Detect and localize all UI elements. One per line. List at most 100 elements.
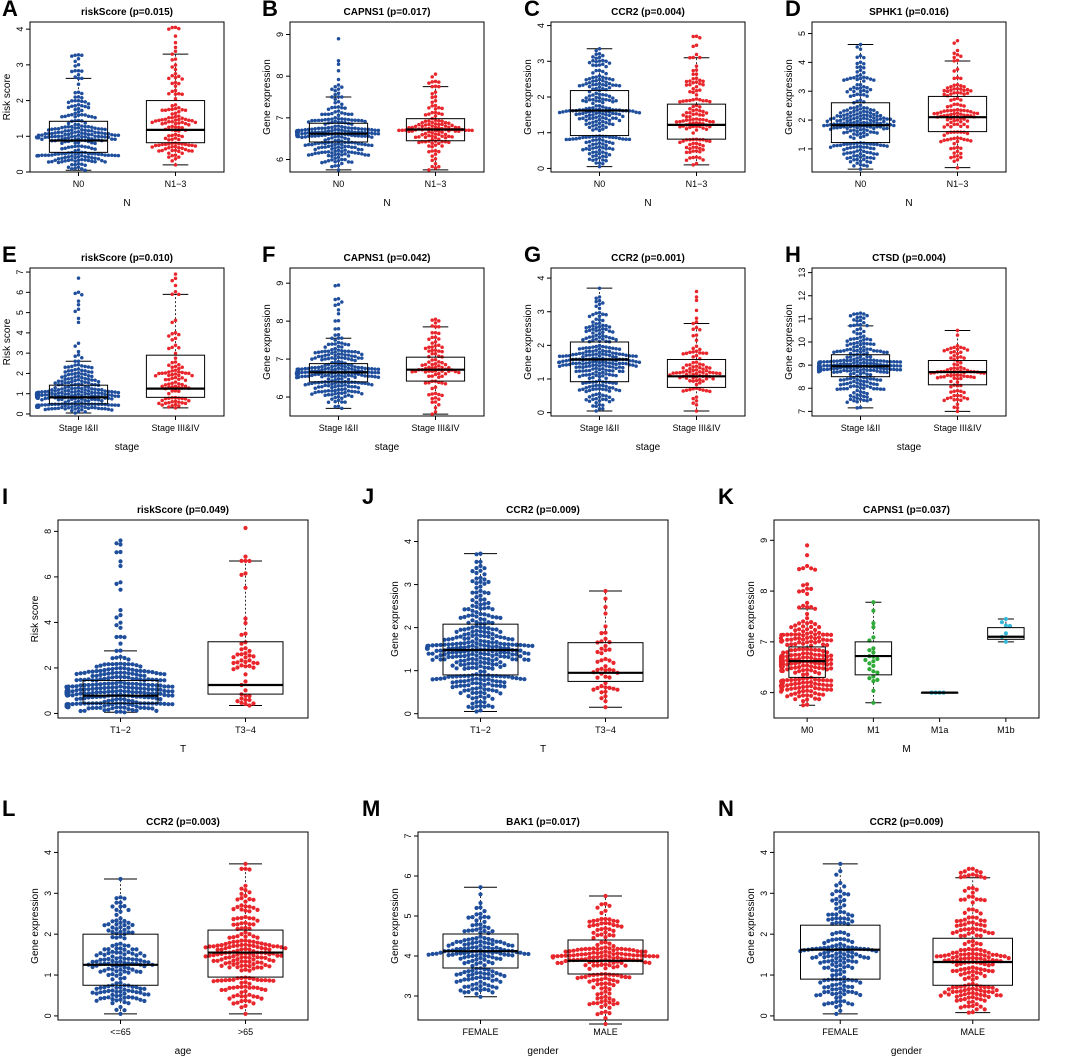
data-point — [691, 396, 695, 401]
data-point — [482, 682, 487, 688]
data-point — [76, 133, 81, 138]
data-point — [591, 375, 595, 380]
data-point — [482, 704, 487, 709]
data-point — [838, 118, 843, 123]
data-point — [581, 351, 585, 355]
data-point — [454, 939, 459, 945]
data-point — [154, 696, 159, 701]
data-point — [126, 988, 131, 993]
y-tick-label: 9 — [797, 363, 807, 368]
data-point — [231, 985, 236, 990]
data-point — [56, 134, 61, 139]
data-point — [122, 666, 127, 671]
data-point — [126, 956, 131, 961]
data-point — [93, 152, 97, 156]
data-point — [470, 625, 475, 630]
data-point — [466, 636, 471, 641]
data-point — [584, 77, 588, 82]
data-point — [829, 687, 834, 692]
data-point — [587, 353, 592, 357]
data-point — [684, 369, 689, 373]
data-point — [474, 632, 479, 637]
data-point — [865, 341, 869, 346]
data-point — [138, 668, 143, 674]
data-point — [486, 687, 491, 692]
data-point — [470, 677, 475, 682]
data-point — [66, 380, 71, 385]
data-point — [865, 106, 869, 110]
data-point — [704, 389, 709, 393]
data-point — [303, 383, 308, 387]
data-point — [848, 155, 853, 160]
data-point — [952, 122, 956, 127]
data-point — [949, 108, 953, 113]
data-point — [895, 360, 899, 364]
data-point — [801, 637, 806, 642]
data-point — [494, 644, 499, 649]
data-point — [53, 134, 57, 139]
chart-title: CCR2 (p=0.009) — [506, 505, 580, 516]
data-point — [446, 674, 451, 679]
data-point — [363, 153, 367, 157]
data-point — [809, 634, 814, 640]
data-point — [694, 149, 699, 153]
data-point — [83, 364, 87, 369]
data-point — [106, 671, 111, 676]
data-point — [892, 367, 896, 372]
data-point — [698, 88, 702, 92]
data-point — [482, 577, 487, 582]
data-point — [587, 81, 592, 85]
data-point — [173, 88, 178, 93]
data-point — [142, 673, 147, 679]
data-point — [98, 682, 103, 687]
data-point — [584, 349, 588, 354]
data-point — [939, 375, 943, 379]
data-point — [247, 981, 252, 986]
data-point — [470, 633, 475, 639]
data-point — [433, 331, 438, 335]
data-point — [122, 689, 127, 694]
data-point — [167, 346, 171, 351]
data-point — [835, 125, 839, 130]
data-point — [94, 953, 99, 958]
data-point — [63, 389, 67, 393]
data-point — [146, 691, 151, 696]
data-point — [343, 394, 347, 399]
data-point — [103, 153, 107, 157]
x-tick-label: N1−3 — [425, 179, 447, 189]
data-point — [875, 670, 880, 675]
data-point — [231, 994, 236, 999]
data-point — [437, 375, 441, 379]
x-axis-label: T — [180, 744, 186, 755]
data-point — [482, 700, 487, 705]
data-point — [333, 146, 337, 150]
x-tick-label: T1−2 — [470, 725, 491, 735]
data-point — [356, 134, 361, 138]
data-point — [975, 111, 980, 116]
y-tick-label: 9 — [275, 281, 285, 286]
data-point — [73, 98, 77, 103]
x-tick-label: Stage III&IV — [411, 423, 459, 433]
data-point — [323, 150, 327, 154]
data-point — [817, 639, 822, 644]
data-point — [591, 334, 595, 339]
data-point — [594, 79, 598, 83]
data-point — [614, 388, 618, 392]
data-point — [453, 125, 458, 130]
data-point — [584, 397, 588, 402]
data-point — [862, 61, 866, 66]
data-point — [90, 387, 94, 391]
data-point — [86, 132, 91, 137]
data-point — [310, 118, 314, 123]
y-tick-label: 0 — [403, 711, 413, 716]
data-point — [313, 141, 317, 146]
data-point — [434, 655, 439, 660]
box — [145, 354, 206, 398]
data-point — [698, 377, 702, 382]
data-point — [502, 642, 507, 647]
data-point — [482, 953, 487, 958]
data-point — [486, 630, 491, 635]
data-point — [310, 381, 314, 386]
data-point — [442, 676, 447, 681]
data-point — [73, 126, 77, 130]
